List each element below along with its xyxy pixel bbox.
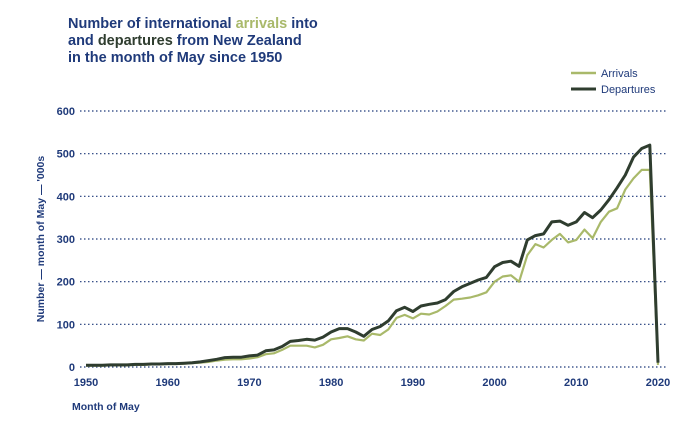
title-line-3: in the month of May since 1950 — [68, 50, 283, 66]
x-tick-label: 1990 — [401, 377, 425, 389]
legend-label-arrivals: Arrivals — [601, 68, 638, 80]
chart-title: Number of international arrivals into an… — [68, 16, 318, 67]
title-departures-word: departures — [97, 33, 173, 49]
x-tick-label: 1980 — [319, 377, 343, 389]
title-line-1: Number of international arrivals into — [68, 16, 318, 33]
x-tick-label: 1970 — [237, 377, 261, 389]
series-lines — [86, 143, 660, 367]
series-line-arrivals — [86, 168, 660, 367]
y-tick-label: 0 — [69, 362, 75, 374]
x-axis-ticks: 1950 1960 1970 1980 1990 2000 2010 2020 — [74, 377, 670, 389]
y-axis-label: Number — month of May — '000s — [35, 156, 47, 323]
x-tick-label: 1950 — [74, 377, 98, 389]
title-line-2: and departures from New Zealand — [68, 33, 318, 50]
y-axis-ticks: 0 100 200 300 400 500 600 — [57, 106, 75, 374]
x-tick-label: 1960 — [155, 377, 179, 389]
x-tick-label: 2020 — [646, 377, 670, 389]
y-tick-label: 200 — [57, 277, 75, 289]
y-tick-label: 600 — [57, 106, 75, 118]
series-line-departures — [86, 143, 660, 367]
x-axis-label: Month of May — [72, 401, 140, 413]
x-tick-label: 2010 — [564, 377, 588, 389]
title-line-2-text: and — [68, 33, 98, 49]
title-line-1-text: Number of international — [68, 16, 236, 32]
title-line-1-end: into — [287, 16, 318, 32]
y-tick-label: 500 — [57, 149, 75, 161]
x-tick-label: 2000 — [482, 377, 506, 389]
legend: Arrivals Departures — [571, 68, 656, 96]
legend-label-departures: Departures — [601, 84, 656, 96]
title-arrivals-word: arrivals — [235, 16, 288, 32]
title-line-2-end: from New Zealand — [172, 33, 302, 49]
y-tick-label: 400 — [57, 191, 75, 203]
y-tick-label: 300 — [57, 234, 75, 246]
y-tick-label: 100 — [57, 319, 75, 331]
